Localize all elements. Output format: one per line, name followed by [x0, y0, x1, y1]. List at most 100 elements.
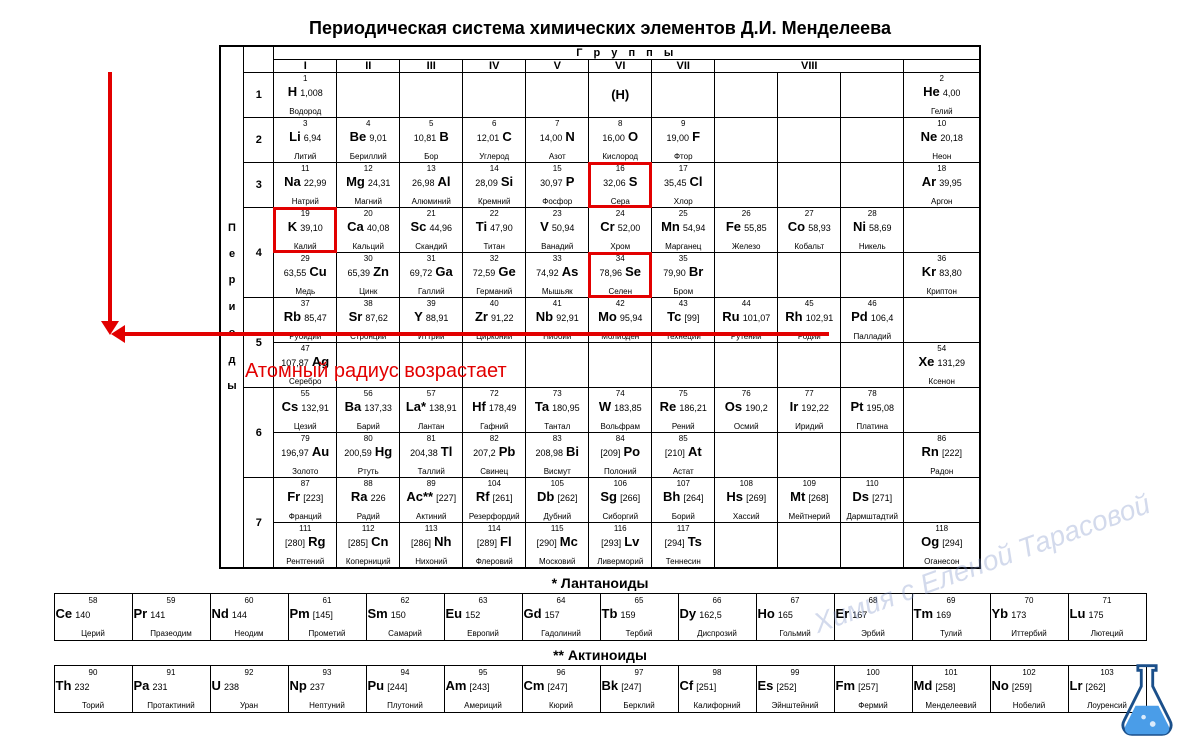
element-Na: 11 Na 22,99 Натрий — [274, 163, 336, 207]
element-Fe: 26 Fe 55,85 Железо — [715, 208, 777, 252]
element-Ti: 22 Ti 47,90 Титан — [463, 208, 525, 252]
element-At: 85 [210] At Астат — [652, 433, 714, 477]
periods-label: Периоды — [220, 46, 244, 568]
element-Se: 34 78,96 Se Селен — [589, 253, 651, 297]
period-7: 7 — [244, 478, 274, 569]
empty-cell — [778, 433, 840, 477]
table-wrapper: Периоды Г р у п п ыIIIIIIIVVVIVIIVIII1 1… — [30, 45, 1170, 569]
element-Mt: 109 Mt [268] Мейтнерий — [778, 478, 840, 522]
empty-cell — [463, 73, 525, 117]
group-col-8: VIII — [715, 60, 904, 73]
element-Au: 79 196,97 Au Золото — [274, 433, 336, 477]
element-N: 7 14,00 N Азот — [526, 118, 588, 162]
element-Ce: 58 Ce 140 Церий — [56, 595, 131, 639]
element-Tb: 65 Tb 159 Тербий — [602, 595, 677, 639]
period-6: 6 — [244, 388, 274, 478]
group-col-4: IV — [463, 60, 526, 73]
element-Lu: 71 Lu 175 Лютеций — [1070, 595, 1145, 639]
arrow-horizontal — [114, 332, 829, 336]
element-Th: 90 Th 232 Торий — [56, 667, 131, 711]
element-Ne: 10 Ne 20,18 Неон — [904, 118, 979, 162]
empty-cell — [778, 343, 840, 387]
element-Es: 99 Es [252] Эйнштейний — [758, 667, 833, 711]
element-Ac**: 89 Ac** [227] Актиний — [400, 478, 462, 522]
element-Np: 93 Np 237 Нептуний — [290, 667, 365, 711]
element-Sg: 106 Sg [266] Сиборгий — [589, 478, 651, 522]
element-Ar: 18 Ar 39,95 Аргон — [904, 163, 979, 207]
periodic-table: Периоды Г р у п п ыIIIIIIIVVVIVIIVIII1 1… — [219, 45, 982, 569]
element-Nd: 60 Nd 144 Неодим — [212, 595, 287, 639]
empty-cell — [904, 478, 979, 522]
element-Cs: 55 Cs 132,91 Цезий — [274, 388, 336, 432]
element-H-placeholder: (H) — [589, 73, 651, 117]
element-Ta: 73 Ta 180,95 Тантал — [526, 388, 588, 432]
element-Ds: 110 Ds [271] Дармштадтий — [841, 478, 903, 522]
element-Rn: 86 Rn [222] Радон — [904, 433, 979, 477]
element-Ir: 77 Ir 192,22 Иридий — [778, 388, 840, 432]
element-Hg: 80 200,59 Hg Ртуть — [337, 433, 399, 477]
element-V: 23 V 50,94 Ванадий — [526, 208, 588, 252]
empty-cell — [715, 118, 777, 162]
lanthanides-title: * Лантаноиды — [30, 575, 1170, 591]
group-col-1: I — [274, 60, 337, 73]
element-Md: 101 Md [258] Менделеевий — [914, 667, 989, 711]
element-Rf: 104 Rf [261] Резерфордий — [463, 478, 525, 522]
empty-cell — [778, 118, 840, 162]
element-Fl: 114 [289] Fl Флеровий — [463, 523, 525, 567]
element-Po: 84 [209] Po Полоний — [589, 433, 651, 477]
empty-cell — [526, 73, 588, 117]
element-Nh: 113 [286] Nh Нихоний — [400, 523, 462, 567]
empty-cell — [904, 388, 979, 432]
empty-cell — [841, 163, 903, 207]
element-U: 92 U 238 Уран — [212, 667, 287, 711]
empty-cell — [715, 253, 777, 297]
element-He: 2 He 4,00 Гелий — [904, 73, 979, 117]
element-Gd: 64 Gd 157 Гадолиний — [524, 595, 599, 639]
empty-cell — [715, 73, 777, 117]
element-No: 102 No [259] Нобелий — [992, 667, 1067, 711]
element-Kr: 36 Kr 83,80 Криптон — [904, 253, 979, 297]
element-O: 8 16,00 O Кислород — [589, 118, 651, 162]
empty-cell — [526, 343, 588, 387]
element-As: 33 74,92 As Мышьяк — [526, 253, 588, 297]
empty-cell — [841, 433, 903, 477]
period-2: 2 — [244, 118, 274, 163]
element-Cn: 112 [285] Cn Коперниций — [337, 523, 399, 567]
element-Pa: 91 Pa 231 Протактиний — [134, 667, 209, 711]
element-B: 5 10,81 B Бор — [400, 118, 462, 162]
element-Am: 95 Am [243] Америций — [446, 667, 521, 711]
element-Bk: 97 Bk [247] Берклий — [602, 667, 677, 711]
element-Mg: 12 Mg 24,31 Магний — [337, 163, 399, 207]
element-Tl: 81 204,38 Tl Таллий — [400, 433, 462, 477]
empty-cell — [652, 343, 714, 387]
element-Pd: 46 Pd 106,4 Палладий — [841, 298, 903, 342]
element-F: 9 19,00 F Фтор — [652, 118, 714, 162]
element-Cm: 96 Cm [247] Кюрий — [524, 667, 599, 711]
element-Os: 76 Os 190,2 Осмий — [715, 388, 777, 432]
element-Fm: 100 Fm [257] Фермий — [836, 667, 911, 711]
element-Be: 4 Be 9,01 Бериллий — [337, 118, 399, 162]
element-Ge: 32 72,59 Ge Германий — [463, 253, 525, 297]
empty-cell — [715, 433, 777, 477]
empty-cell — [652, 73, 714, 117]
arrow-vertical — [108, 72, 112, 332]
flask-icon — [1112, 660, 1182, 740]
element-K: 19 K 39,10 Калий — [274, 208, 336, 252]
element-P: 15 30,97 P Фосфор — [526, 163, 588, 207]
page-title: Периодическая система химических элемент… — [30, 18, 1170, 39]
empty-cell — [841, 253, 903, 297]
element-Pm: 61 Pm [145] Прометий — [290, 595, 365, 639]
empty-cell — [841, 523, 903, 567]
empty-cell — [715, 523, 777, 567]
empty-cell — [778, 163, 840, 207]
empty-cell — [400, 73, 462, 117]
element-Tm: 69 Tm 169 Тулий — [914, 595, 989, 639]
element-Yb: 70 Yb 173 Иттербий — [992, 595, 1067, 639]
empty-cell — [778, 523, 840, 567]
empty-cell — [841, 343, 903, 387]
element-Br: 35 79,90 Br Бром — [652, 253, 714, 297]
element-Hs: 108 Hs [269] Хассий — [715, 478, 777, 522]
element-Sc: 21 Sc 44,96 Скандий — [400, 208, 462, 252]
element-Er: 68 Er 167 Эрбий — [836, 595, 911, 639]
element-Rg: 111 [280] Rg Рентгений — [274, 523, 336, 567]
